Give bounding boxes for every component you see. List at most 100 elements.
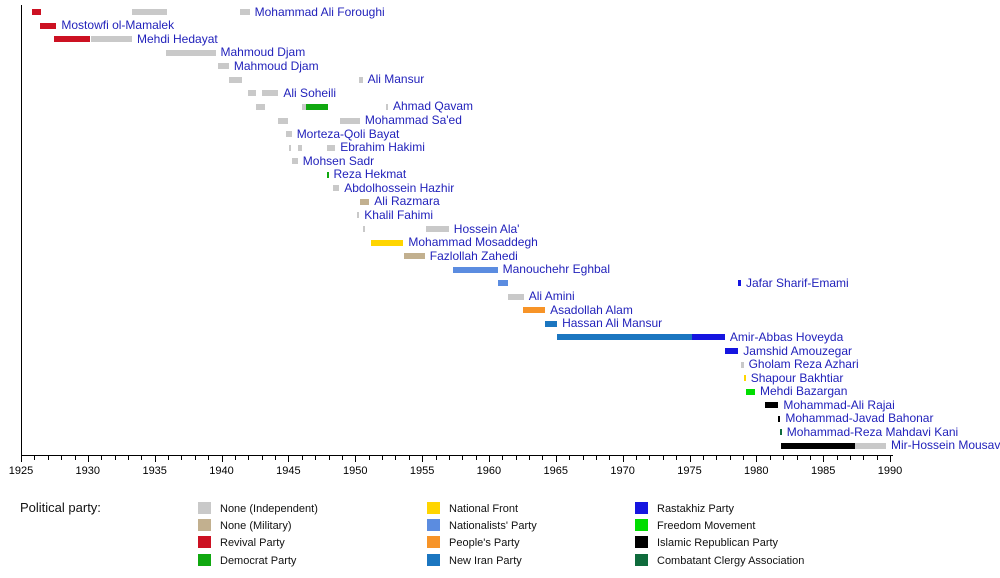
minister-label: Mohammad-Ali Rajai [783, 397, 895, 412]
timeline-bar [855, 442, 887, 449]
minister-label: Amir-Abbas Hoveyda [729, 329, 844, 344]
major-tick [154, 456, 156, 462]
legend-swatch-freedom [635, 519, 648, 532]
minister-label: Ali Soheili [283, 85, 337, 100]
minor-tick [809, 456, 811, 460]
timeline-bar [778, 415, 781, 422]
minor-tick [595, 456, 597, 460]
minister-label: Ali Mansur [367, 72, 425, 87]
minister-label: Mohammad Mosaddegh [408, 235, 538, 249]
tick-label: 1985 [810, 465, 836, 477]
minor-tick [248, 456, 250, 460]
minor-tick [128, 456, 129, 460]
tick-label: 1975 [677, 465, 702, 477]
minister-label: Gholam Reza Azhari [748, 357, 859, 372]
minor-tick [74, 456, 76, 460]
timeline-bar [54, 36, 91, 43]
timeline-bar [692, 334, 725, 341]
minor-tick [382, 456, 383, 460]
minor-tick [194, 456, 196, 460]
timeline-bar [370, 239, 404, 246]
minor-tick [315, 456, 317, 460]
major-tick [622, 456, 624, 462]
timeline-bar [277, 117, 288, 124]
minister-label: Jafar Sharif-Emami [746, 275, 849, 290]
timeline-bar [32, 9, 42, 15]
timeline-bar [452, 266, 498, 273]
timeline-bar [132, 9, 168, 15]
minor-tick [61, 456, 63, 460]
timeline-bar [359, 198, 370, 205]
timeline-bar [508, 293, 524, 300]
minor-tick [876, 456, 878, 460]
legend-swatch-ind [198, 502, 211, 514]
minor-tick [783, 456, 785, 460]
minor-tick [836, 456, 838, 460]
minister-label: Mahmoud Djam [233, 58, 319, 73]
tick-label: 1925 [8, 465, 34, 477]
minor-tick [676, 456, 678, 460]
minister-label: Shapour Bakhtiar [750, 370, 844, 385]
minor-tick [729, 456, 731, 460]
legend-label-nationalists: Nationalists' Party [449, 520, 537, 533]
minister-label: Abdolhossein Hazhir [344, 180, 455, 195]
minor-tick [141, 456, 143, 460]
minister-label: Hossein Ala' [453, 221, 520, 236]
minister-label: Asadollah Alam [550, 302, 633, 317]
minor-tick [234, 456, 236, 460]
minor-tick [101, 456, 103, 460]
timeline-bar [305, 103, 329, 110]
minor-tick [328, 456, 330, 460]
timeline-bar [741, 361, 744, 368]
minister-label: Mehdi Hedayat [137, 31, 218, 46]
timeline-bar [166, 49, 216, 56]
legend-swatch-irp [635, 536, 648, 549]
minister-label: Mostowfi ol-Mamalek [61, 18, 175, 33]
minor-tick [662, 456, 664, 460]
legend-label-ind: None (Independent) [220, 503, 318, 515]
minor-tick [609, 456, 611, 460]
timeline-bar [326, 171, 329, 178]
minister-label: Mohsen Sadr [302, 153, 375, 168]
minor-tick [462, 456, 464, 460]
timeline-bar [358, 76, 363, 83]
timeline-bar [289, 144, 292, 151]
minor-tick [435, 456, 437, 460]
legend-label-cca: Combatant Clergy Association [657, 554, 805, 567]
minor-tick [796, 456, 798, 460]
major-tick [689, 456, 691, 462]
tick-label: 1955 [409, 465, 435, 477]
minor-tick [395, 456, 397, 460]
minor-tick [502, 456, 504, 460]
timeline-bar [297, 144, 303, 151]
timeline-bar [285, 131, 292, 137]
legend-label-rastakhiz: Rastakhiz Party [657, 503, 735, 515]
minor-tick [636, 456, 637, 460]
legend-title: Political party: [20, 500, 101, 515]
timeline-bar [738, 280, 741, 287]
timeline-bar [426, 226, 449, 232]
legend-swatch-rastakhiz [635, 502, 648, 514]
minister-label: Fazlollah Zahedi [429, 248, 518, 263]
minister-label: Mahmoud Djam [220, 45, 306, 60]
timeline-bar [745, 388, 756, 395]
timeline-bar [357, 212, 360, 219]
timeline-bar [724, 348, 739, 354]
major-tick [488, 456, 490, 462]
legend-swatch-people [427, 536, 440, 549]
minor-tick [529, 456, 531, 460]
timeline-bar [302, 103, 306, 110]
minister-label: Mohammad Ali Foroughi [254, 4, 385, 19]
timeline-bar [765, 402, 779, 409]
minor-tick [275, 456, 276, 460]
minor-tick [849, 456, 851, 460]
minor-tick [649, 456, 651, 460]
timeline-bar [218, 63, 229, 70]
timeline-bar [248, 90, 257, 97]
timeline-bar [386, 103, 388, 110]
minor-tick [863, 456, 865, 460]
minor-tick [542, 456, 544, 460]
tick-label: 1960 [476, 465, 502, 477]
minor-tick [408, 456, 410, 460]
minor-tick [341, 456, 343, 460]
